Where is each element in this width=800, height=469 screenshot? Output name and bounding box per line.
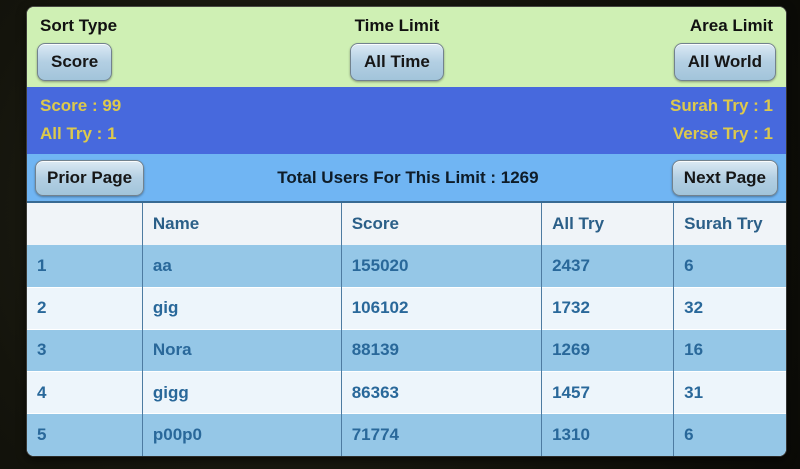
next-page-button[interactable]: Next Page [671, 159, 778, 196]
cell-surah-try: 32 [673, 286, 786, 330]
filter-section-sort-type: Sort Type Score [37, 16, 120, 81]
filter-section-area-limit: Area Limit All World [673, 16, 776, 81]
stats-left-column: Score : 99 All Try : 1 [40, 96, 121, 144]
cell-all-try: 1310 [541, 413, 674, 456]
table-header: Name Score All Try Surah Try [27, 202, 786, 245]
total-users-label: Total Users For This Limit : 1269 [277, 167, 539, 187]
cell-all-try: 1732 [541, 286, 674, 330]
col-header-all-try: All Try [541, 202, 674, 245]
sort-type-button[interactable]: Score [37, 43, 113, 81]
cell-name: Nora [141, 328, 342, 372]
cell-surah-try: 6 [673, 245, 786, 288]
cell-rank: 1 [27, 245, 143, 288]
filter-bar: Sort Type Score Time Limit All Time Area… [27, 7, 786, 87]
table-row: 4 gigg 86363 1457 31 [27, 371, 786, 414]
stats-right-column: Surah Try : 1 Verse Try : 1 [670, 96, 773, 144]
cell-rank: 4 [27, 371, 143, 414]
cell-score: 106102 [340, 286, 542, 330]
stat-verse-try: Verse Try : 1 [672, 124, 773, 143]
sort-type-label: Sort Type [40, 16, 118, 35]
cell-name: gig [141, 286, 342, 330]
table-row: 3 Nora 88139 1269 16 [27, 328, 786, 372]
area-limit-label: Area Limit [689, 16, 773, 35]
stats-bar: Score : 99 All Try : 1 Surah Try : 1 Ver… [27, 87, 786, 154]
cell-surah-try: 31 [673, 371, 786, 414]
stat-score: Score : 99 [40, 96, 122, 115]
stat-all-try: All Try : 1 [40, 124, 117, 143]
area-limit-button[interactable]: All World [673, 43, 776, 81]
cell-name: p00p0 [141, 413, 342, 456]
table-row: 1 aa 155020 2437 6 [27, 245, 786, 288]
filter-section-time-limit: Time Limit All Time [350, 16, 444, 81]
cell-all-try: 1269 [541, 328, 674, 372]
prior-page-button[interactable]: Prior Page [35, 159, 145, 196]
col-header-score: Score [340, 202, 542, 245]
time-limit-button[interactable]: All Time [350, 43, 444, 81]
cell-rank: 5 [27, 413, 143, 456]
col-header-name: Name [141, 202, 342, 245]
cell-rank: 3 [27, 328, 143, 372]
cell-score: 88139 [340, 328, 542, 372]
stat-surah-try: Surah Try : 1 [670, 96, 773, 115]
col-header-surah-try: Surah Try [673, 202, 786, 245]
cell-surah-try: 16 [673, 328, 786, 372]
leaderboard-app: Sort Type Score Time Limit All Time Area… [27, 7, 786, 456]
leaderboard-table: Name Score All Try Surah Try 1 aa 155020… [27, 201, 786, 456]
table-row: 5 p00p0 71774 1310 6 [27, 413, 786, 456]
cell-name: gigg [141, 371, 342, 414]
cell-score: 155020 [340, 245, 542, 288]
cell-all-try: 1457 [541, 371, 674, 414]
cell-score: 71774 [340, 413, 542, 456]
table-body: 1 aa 155020 2437 6 2 gig 106102 1732 32 … [27, 245, 786, 456]
cell-surah-try: 6 [673, 413, 786, 456]
pager-bar: Prior Page Total Users For This Limit : … [27, 154, 786, 201]
cell-name: aa [141, 245, 342, 288]
table-row: 2 gig 106102 1732 32 [27, 286, 786, 330]
cell-rank: 2 [27, 286, 143, 330]
cell-all-try: 2437 [541, 245, 674, 288]
col-header-rank [27, 202, 143, 245]
cell-score: 86363 [340, 371, 542, 414]
time-limit-label: Time Limit [354, 16, 440, 35]
